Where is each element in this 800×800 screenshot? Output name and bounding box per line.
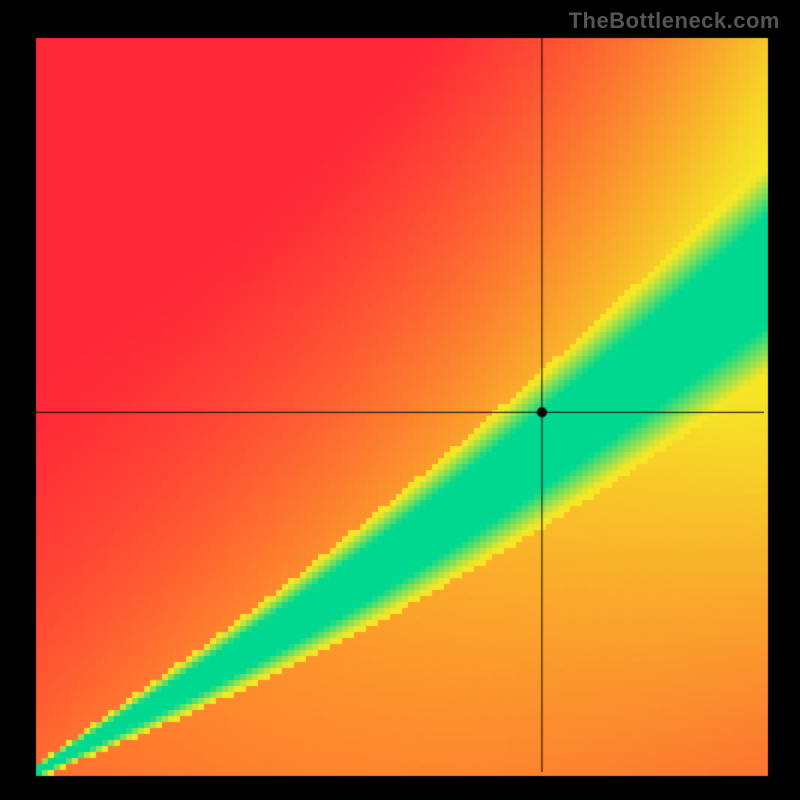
bottleneck-heatmap [0,0,800,800]
chart-container: TheBottleneck.com [0,0,800,800]
watermark-label: TheBottleneck.com [569,8,780,34]
